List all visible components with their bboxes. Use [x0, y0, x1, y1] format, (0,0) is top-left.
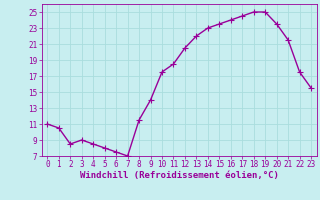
- X-axis label: Windchill (Refroidissement éolien,°C): Windchill (Refroidissement éolien,°C): [80, 171, 279, 180]
